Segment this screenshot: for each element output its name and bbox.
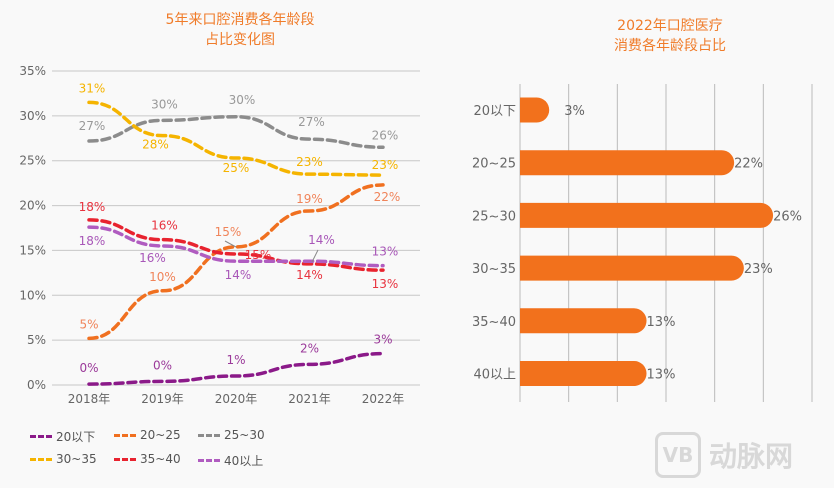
legend-item[interactable]: 30~35 — [30, 452, 97, 466]
bar-chart-title: 2022年口腔医疗 消费各年龄段占比 — [540, 16, 800, 56]
bar-value-label: 22% — [734, 157, 763, 172]
data-label: 28% — [142, 138, 169, 152]
y-tick-label: 5% — [27, 333, 46, 347]
legend-item[interactable]: 20以下 — [30, 428, 95, 445]
data-label: 25% — [223, 161, 250, 175]
legend-label: 30~35 — [56, 452, 97, 466]
data-label: 0% — [153, 358, 172, 372]
data-label: 30% — [151, 97, 178, 111]
y-tick-label: 35% — [19, 64, 46, 78]
legend-label: 35~40 — [140, 452, 181, 466]
data-label: 14% — [296, 268, 323, 282]
legend-swatch — [114, 457, 136, 461]
bar-value-label: 13% — [647, 315, 676, 330]
data-label: 15% — [245, 248, 272, 262]
data-label: 13% — [372, 245, 399, 259]
watermark-text: 动脉网 — [709, 440, 794, 473]
data-label: 27% — [298, 115, 325, 129]
line-chart-title: 5年来口腔消费各年龄段 占比变化图 — [100, 10, 380, 50]
bar-25~30 — [520, 202, 774, 228]
data-label: 14% — [308, 233, 335, 247]
data-label: 31% — [79, 81, 106, 95]
series-line-30~35 — [87, 100, 385, 177]
y-tick-label: 30% — [19, 109, 46, 123]
data-label: 3% — [373, 333, 392, 347]
bar-category-label: 40以上 — [473, 368, 516, 383]
y-tick-label: 25% — [19, 154, 46, 168]
data-label: 23% — [372, 158, 399, 172]
y-tick-label: 0% — [27, 378, 46, 392]
data-label: 22% — [374, 190, 401, 204]
line-title-line1: 5年来口腔消费各年龄段 — [165, 12, 315, 28]
x-tick-label: 2021年 — [288, 392, 331, 406]
legend-item[interactable]: 25~30 — [198, 428, 265, 442]
data-label: 18% — [79, 200, 106, 214]
bar-category-label: 20~25 — [472, 157, 516, 172]
data-label: 26% — [372, 128, 399, 142]
legend-item[interactable]: 20~25 — [114, 428, 181, 442]
legend-item[interactable]: 40以上 — [198, 452, 263, 469]
data-label: 10% — [149, 270, 176, 284]
bar-category-label: 20以下 — [473, 104, 516, 119]
data-label: 2% — [300, 341, 319, 355]
bar-category-label: 25~30 — [472, 209, 516, 224]
legend-item[interactable]: 35~40 — [114, 452, 181, 466]
legend-swatch — [114, 433, 136, 437]
line-title-line2: 占比变化图 — [205, 32, 275, 48]
legend-label: 25~30 — [224, 428, 265, 442]
data-label: 0% — [79, 361, 98, 375]
bar-value-label: 13% — [647, 368, 676, 383]
y-tick-label: 15% — [19, 243, 46, 257]
x-tick-label: 2022年 — [362, 392, 405, 406]
legend-label: 20以下 — [56, 430, 96, 444]
bar-20~25 — [520, 150, 735, 176]
bar-35~40 — [520, 308, 647, 334]
legend-label: 40以上 — [224, 454, 264, 468]
data-label: 15% — [215, 225, 242, 239]
bar-title-line2: 消费各年龄段占比 — [614, 38, 726, 54]
bar-40以上 — [520, 361, 647, 386]
legend-swatch — [30, 435, 52, 438]
x-tick-label: 2019年 — [141, 392, 184, 406]
data-label: 16% — [139, 251, 166, 265]
data-label: 19% — [296, 192, 323, 206]
bar-30~35 — [520, 255, 744, 281]
data-label: 14% — [225, 268, 252, 282]
bar-value-label: 3% — [564, 104, 585, 119]
series-line-20以下 — [87, 351, 385, 386]
bar-title-line1: 2022年口腔医疗 — [617, 18, 723, 34]
bar-20以下 — [520, 97, 550, 123]
data-label: 18% — [79, 234, 106, 248]
legend-swatch — [30, 457, 52, 461]
data-label: 27% — [79, 119, 106, 133]
data-label: 30% — [229, 93, 256, 107]
series-line-25~30 — [87, 115, 385, 150]
series-line-35~40 — [87, 218, 385, 272]
leader-line — [311, 249, 319, 263]
data-label: 13% — [372, 277, 399, 291]
watermark-mark: VB — [655, 432, 701, 478]
series-line-40以上 — [87, 225, 385, 268]
y-tick-label: 20% — [19, 199, 46, 213]
data-label: 5% — [79, 317, 98, 331]
leader-line — [224, 240, 237, 248]
bar-value-label: 26% — [773, 209, 802, 224]
x-tick-label: 2020年 — [215, 392, 258, 406]
bar-category-label: 35~40 — [472, 315, 516, 330]
legend-swatch — [198, 459, 220, 462]
legend-swatch — [198, 433, 220, 437]
y-tick-label: 10% — [19, 288, 46, 302]
bar-value-label: 23% — [744, 262, 773, 277]
data-label: 1% — [226, 353, 245, 367]
x-tick-label: 2018年 — [68, 392, 111, 406]
bar-category-label: 30~35 — [472, 262, 516, 277]
legend-label: 20~25 — [140, 428, 181, 442]
series-line-20~25 — [87, 183, 385, 341]
data-label: 23% — [296, 155, 323, 169]
data-label: 16% — [151, 219, 178, 233]
watermark-logo: VB 动脉网 — [655, 432, 793, 478]
